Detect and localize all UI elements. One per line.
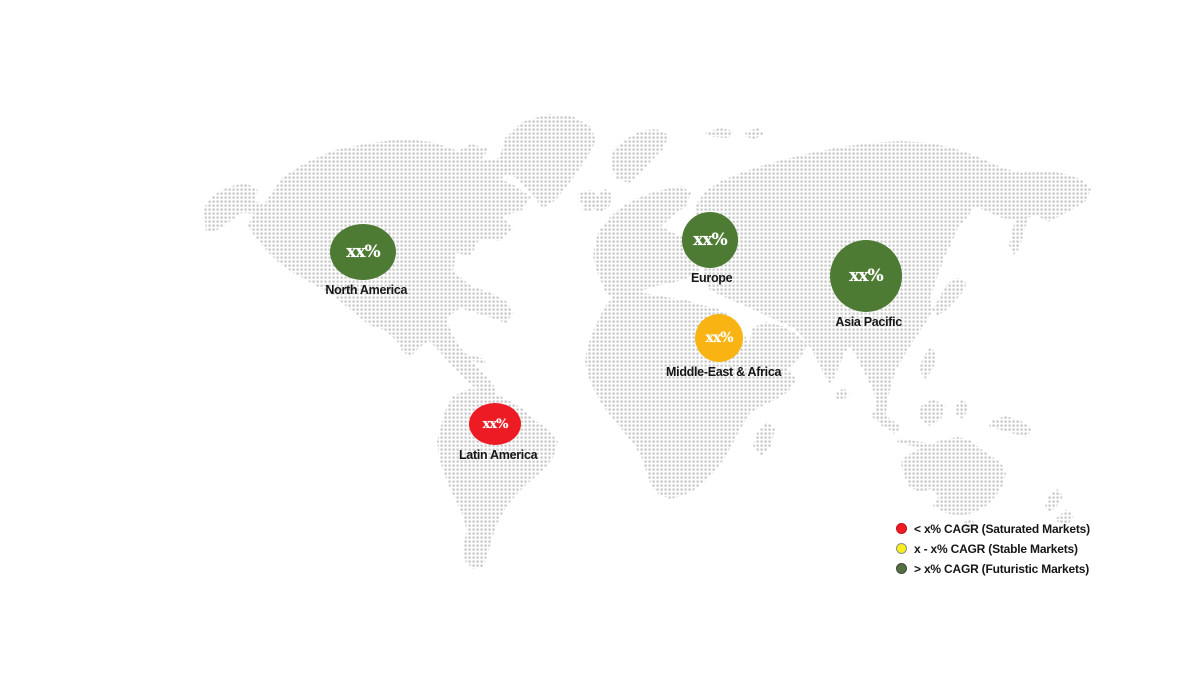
region-label-asia-pacific: Asia Pacific	[835, 315, 902, 329]
stable-markets-dot-icon	[896, 543, 907, 554]
region-bubble-north-america: xx%	[330, 224, 396, 280]
legend-item-saturated: < x% CAGR (Saturated Markets)	[896, 521, 1090, 536]
region-label-north-america: North America	[325, 283, 408, 297]
legend: < x% CAGR (Saturated Markets) x - x% CAG…	[896, 522, 1090, 582]
region-label-latin-america: Latin America	[458, 448, 538, 462]
region-value-middle-east-africa: xx%	[705, 330, 734, 346]
region-value-latin-america: xx%	[482, 416, 509, 432]
region-value-north-america: xx%	[346, 241, 380, 262]
saturated-markets-dot-icon	[896, 523, 907, 534]
region-bubble-asia-pacific: xx%	[830, 240, 902, 312]
region-label-europe: Europe	[691, 271, 733, 285]
region-bubble-middle-east-africa: xx%	[695, 314, 743, 362]
region-value-asia-pacific: xx%	[849, 265, 883, 286]
legend-label-futuristic: > x% CAGR (Futuristic Markets)	[914, 561, 1090, 576]
legend-label-saturated: < x% CAGR (Saturated Markets)	[914, 521, 1090, 536]
futuristic-markets-dot-icon	[896, 563, 907, 574]
region-label-middle-east-africa: Middle-East & Africa	[666, 365, 782, 379]
legend-label-stable: x - x% CAGR (Stable Markets)	[914, 541, 1078, 556]
region-bubble-europe: xx%	[682, 212, 738, 268]
legend-item-stable: x - x% CAGR (Stable Markets)	[896, 541, 1090, 556]
region-value-europe: xx%	[693, 229, 727, 250]
legend-item-futuristic: > x% CAGR (Futuristic Markets)	[896, 561, 1090, 576]
world-map-continents	[204, 114, 1091, 569]
region-bubble-latin-america: xx%	[469, 403, 521, 445]
